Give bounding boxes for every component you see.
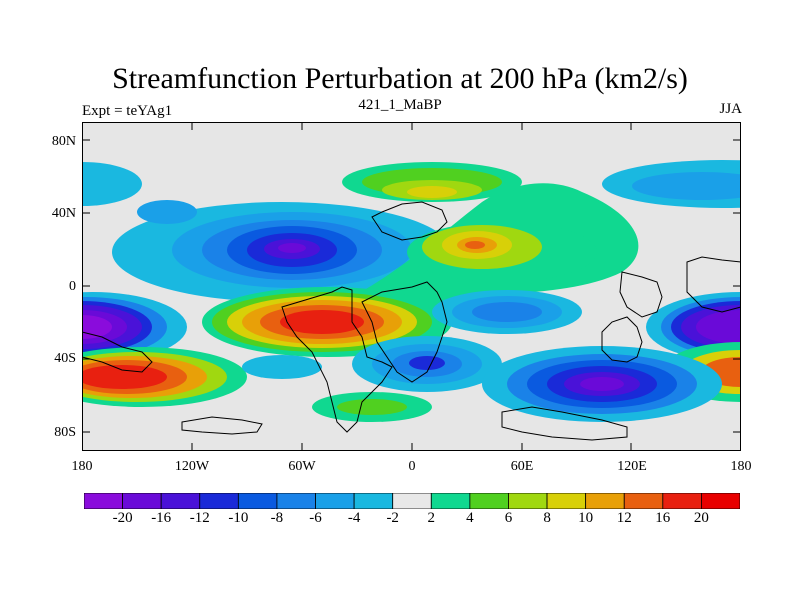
- colorbar-swatch: [662, 493, 702, 509]
- colorbar-swatch: [469, 493, 509, 509]
- colorbar-swatch: [392, 493, 432, 509]
- colorbar-swatch: [276, 493, 316, 509]
- colorbar-label: -8: [270, 510, 284, 526]
- colorbar-swatch: [701, 493, 740, 509]
- colorbar-label: -6: [309, 510, 322, 526]
- colorbar-swatch: [122, 493, 162, 509]
- colorbar-swatch: [546, 493, 587, 509]
- x-tick-label: 120W: [174, 459, 210, 474]
- colorbar-label: 16: [655, 510, 671, 526]
- axis-ticks: [82, 122, 741, 451]
- y-tick-label: 80S: [54, 425, 76, 440]
- colorbar-label: -10: [228, 510, 249, 526]
- y-tick-label: 40N: [51, 206, 76, 221]
- contour-neg-north-pacific-wrap: [82, 162, 142, 206]
- coastline-pacific-islands: [82, 331, 153, 373]
- coastline-australia: [601, 316, 643, 363]
- contour-fields: [82, 160, 741, 422]
- coastline-europe: [371, 201, 448, 241]
- streamfunction-map: [82, 122, 741, 451]
- x-tick-label: 60E: [510, 459, 534, 474]
- coastline-antarctica-east: [501, 406, 628, 441]
- colorbar-swatch: [623, 493, 664, 509]
- colorbar-label: 10: [578, 510, 594, 526]
- x-tick-label: 180: [730, 459, 752, 474]
- coastline-east-asia: [686, 256, 741, 313]
- colorbar: [84, 493, 740, 509]
- colorbar-swatch: [199, 493, 239, 509]
- colorbar-label: -12: [189, 510, 210, 526]
- x-tick-label: 180: [71, 459, 93, 474]
- colorbar-label: -16: [151, 510, 172, 526]
- season-label: JJA: [719, 101, 742, 117]
- colorbar-label: 2: [427, 510, 436, 526]
- colorbar-swatch: [237, 493, 278, 509]
- experiment-label: Expt = teYAg1: [82, 103, 173, 119]
- coastlines: [82, 201, 741, 441]
- colorbar-swatch: [353, 493, 394, 509]
- colorbar-label: 12: [616, 510, 632, 526]
- colorbar-swatch: [84, 493, 123, 509]
- colorbar-label: 8: [543, 510, 551, 526]
- colorbar-label: -2: [386, 510, 399, 526]
- colorbar-label: 6: [504, 510, 513, 526]
- colorbar-swatch: [508, 493, 548, 509]
- colorbar-label: 4: [466, 510, 474, 526]
- run-label: 421_1_MaBP: [358, 97, 442, 113]
- coastline-south-america: [281, 286, 393, 433]
- colorbar-swatch: [315, 493, 355, 509]
- y-tick-label: 80N: [51, 134, 76, 149]
- coastline-africa: [361, 281, 448, 383]
- colorbar-label: -20: [112, 510, 133, 526]
- x-tick-label: 60W: [288, 459, 316, 474]
- colorbar-swatch: [430, 493, 471, 509]
- colorbar-swatch: [585, 493, 625, 509]
- x-tick-label: 0: [408, 459, 416, 474]
- coastline-indonesia: [619, 271, 663, 318]
- chart-title: Streamfunction Perturbation at 200 hPa (…: [112, 62, 688, 95]
- colorbar-label: 20: [693, 510, 709, 526]
- y-tick-label: 0: [69, 279, 76, 294]
- y-tick-label: 40S: [54, 351, 76, 366]
- coastline-antarctica-west: [181, 416, 263, 435]
- colorbar-swatch: [160, 493, 201, 509]
- colorbar-label: -4: [347, 510, 361, 526]
- x-tick-label: 120E: [617, 459, 647, 474]
